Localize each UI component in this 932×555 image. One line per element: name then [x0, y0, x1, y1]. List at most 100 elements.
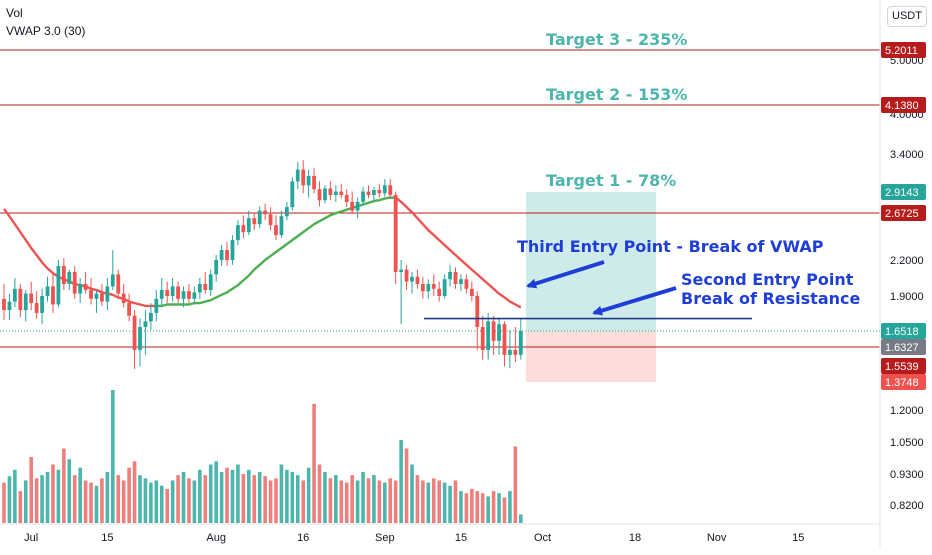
candle-body — [459, 279, 463, 284]
time-tick-label: Oct — [534, 532, 551, 544]
price-tag-bg — [881, 97, 926, 113]
candle-body — [350, 201, 355, 211]
candle — [116, 269, 121, 299]
candle-body — [143, 321, 148, 328]
candle — [181, 286, 186, 308]
price-tag-bg — [881, 358, 926, 374]
candle-body — [328, 188, 333, 195]
candle-body — [339, 191, 344, 195]
candle — [2, 284, 6, 320]
volume-bar — [241, 474, 246, 523]
candle-body — [83, 284, 88, 290]
currency-button[interactable]: USDT — [887, 6, 927, 27]
candle-body — [51, 286, 55, 305]
volume-bar — [497, 493, 501, 523]
candle-body — [442, 279, 447, 296]
price-tag: 2.9143 — [881, 184, 926, 200]
volume-bar — [491, 491, 496, 523]
candle-body — [475, 296, 480, 328]
arrow-second-entry — [592, 286, 677, 316]
volume-bar — [344, 482, 349, 523]
time-tick-label: 16 — [297, 532, 309, 544]
volume-bar — [519, 514, 523, 523]
candle-body — [404, 269, 409, 282]
candle-body — [236, 225, 240, 241]
candle — [78, 278, 83, 304]
candle — [170, 278, 175, 302]
volume-bar — [111, 390, 115, 523]
volume-bar — [236, 464, 240, 523]
candle — [56, 260, 61, 308]
volume-bar — [170, 480, 175, 523]
candle — [187, 284, 191, 304]
price-tag-label: 1.6327 — [885, 342, 919, 354]
candle-body — [219, 250, 224, 260]
candle-body — [323, 188, 327, 201]
candle-body — [317, 189, 322, 201]
volume-bar — [372, 475, 376, 523]
candle — [350, 191, 355, 215]
candle — [339, 183, 344, 199]
candle-body — [518, 330, 523, 355]
volume-bar — [274, 478, 278, 523]
candle-body — [312, 175, 316, 190]
candle — [301, 160, 306, 194]
candle-body — [295, 169, 300, 182]
volume-bar — [208, 464, 213, 523]
volume-bar — [2, 482, 6, 523]
candle-body — [366, 191, 371, 195]
candle-body — [513, 350, 518, 355]
target-label-2: Target 2 - 153% — [546, 85, 687, 104]
volume-bar — [317, 464, 322, 523]
volume-bar — [410, 464, 414, 523]
volume-bar — [159, 485, 164, 523]
price-tag-label: 2.9143 — [885, 187, 919, 199]
volume-bar — [198, 469, 202, 523]
candle — [355, 197, 360, 219]
volume-bar — [127, 467, 131, 523]
candle — [415, 269, 420, 289]
volume-bar — [116, 475, 121, 523]
candle — [464, 274, 469, 294]
volume-bar — [508, 491, 512, 523]
candle-body — [333, 191, 338, 195]
candle-body — [355, 201, 360, 211]
candle — [252, 212, 257, 231]
candle-body — [214, 260, 219, 275]
candle-body — [230, 240, 235, 260]
candle — [448, 264, 452, 287]
candle — [431, 274, 436, 296]
volume-bar — [219, 471, 224, 523]
price-tick-label: 0.8200 — [890, 500, 924, 512]
candle — [7, 293, 12, 320]
candle-body — [34, 303, 39, 313]
candle — [328, 181, 333, 201]
candle-body — [127, 303, 132, 316]
candle-body — [388, 185, 393, 195]
candle — [197, 278, 202, 299]
volume-bar — [214, 461, 218, 523]
candle-body — [154, 298, 159, 313]
candle-body — [437, 288, 442, 296]
price-tick-label: 1.0500 — [890, 437, 924, 449]
candle-body — [170, 286, 175, 296]
candle-body — [203, 284, 208, 290]
vwap-line-down-2 — [394, 196, 522, 309]
legend-volume: Vol — [6, 6, 23, 20]
volume-bar — [437, 480, 441, 523]
candle — [89, 278, 93, 305]
candle-body — [464, 279, 469, 289]
volume-bar — [23, 480, 28, 523]
volume-bar — [56, 469, 61, 523]
candle — [508, 329, 512, 369]
candle-body — [197, 284, 202, 293]
volume-bar — [377, 480, 382, 523]
price-tick-label: 0.9300 — [890, 469, 924, 481]
candle-body — [132, 315, 137, 351]
arrow-third-entry — [526, 260, 605, 289]
loss-zone — [526, 331, 656, 382]
volume-bar — [399, 440, 403, 523]
volume-bar — [40, 475, 44, 523]
candle-body — [18, 288, 23, 311]
